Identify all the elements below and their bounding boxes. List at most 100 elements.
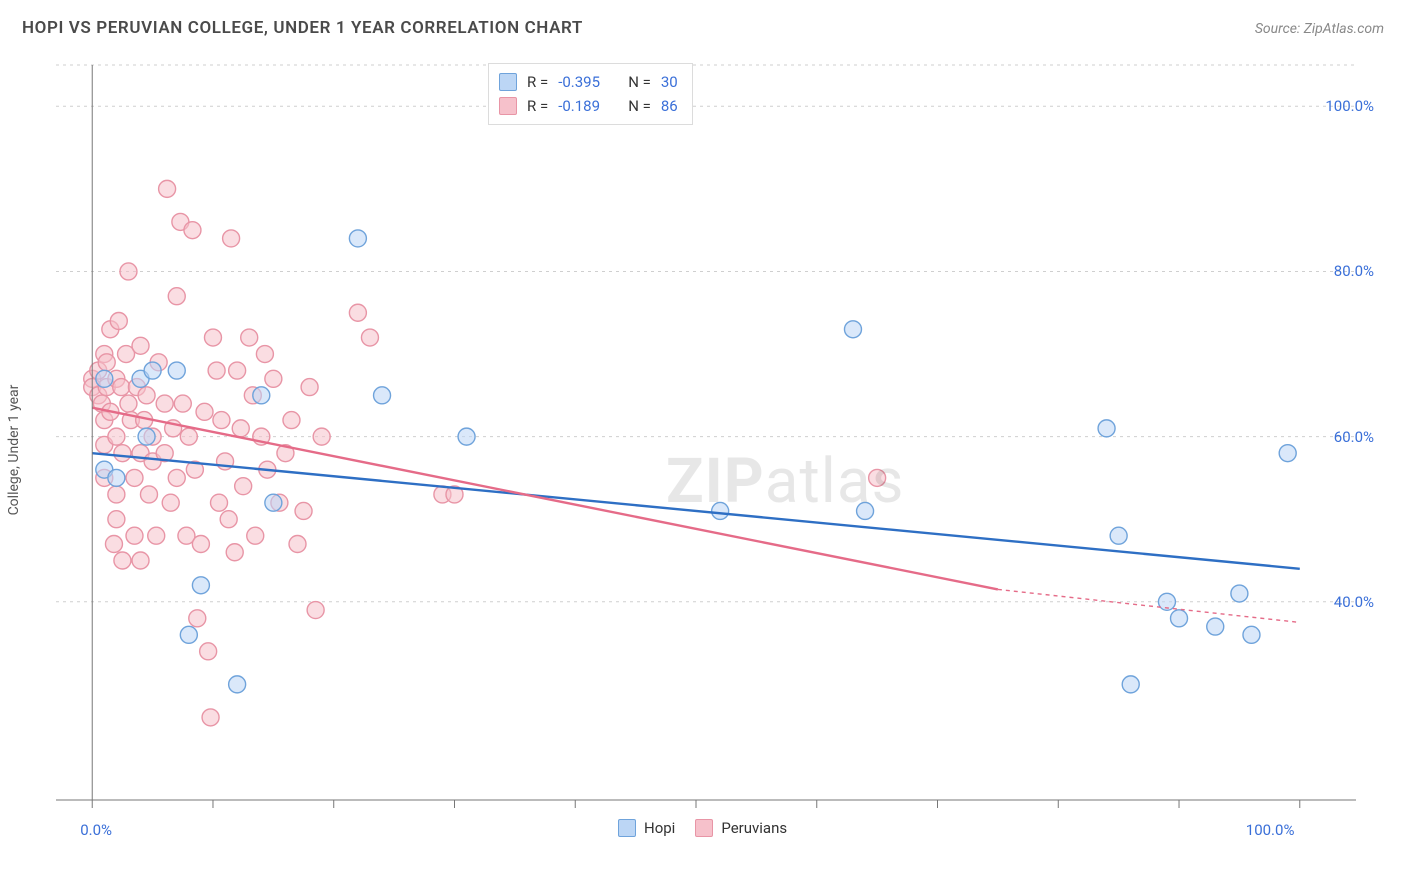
peru-point [211,494,228,511]
peru-point [120,263,137,280]
peru-point [200,643,217,660]
source-attribution: Source: ZipAtlas.com [1255,21,1384,37]
hopi-point [144,362,161,379]
peru-point [313,428,330,445]
peru-point [301,379,318,396]
hopi-point [1171,610,1188,627]
peru-trendline-extrap [998,589,1300,622]
peru-point [108,511,125,528]
legend-n-label: N = [628,70,651,94]
y-axis-label: College, Under 1 year [6,385,22,516]
peru-point [126,527,143,544]
peru-point [349,304,366,321]
hopi-point [253,387,270,404]
hopi-point [712,502,729,519]
legend-r-label: R = [527,94,548,118]
legend-swatch [618,819,636,837]
source-name: ZipAtlas.com [1304,21,1384,37]
chart-title: HOPI VS PERUVIAN COLLEGE, UNDER 1 YEAR C… [22,18,583,38]
hopi-point [1122,676,1139,693]
peru-point [202,709,219,726]
peru-point [132,337,149,354]
y-tick-label: 80.0% [1334,262,1374,280]
peru-point [361,329,378,346]
peru-point [113,379,130,396]
peru-point [241,329,258,346]
peru-point [283,412,300,429]
peru-point [223,230,240,247]
hopi-point [168,362,185,379]
peru-point [105,535,122,552]
peru-point [232,420,249,437]
peru-point [180,428,197,445]
peru-trendline [92,408,998,590]
legend-swatch [499,97,517,115]
peru-point [114,552,131,569]
hopi-point [1243,626,1260,643]
peru-point [132,552,149,569]
peru-point [168,288,185,305]
hopi-point [458,428,475,445]
series-legend-item: Hopi [618,819,675,837]
peru-point [168,469,185,486]
peru-point [196,403,213,420]
y-tick-label: 100.0% [1325,97,1374,115]
peru-point [220,511,237,528]
peru-point [114,445,131,462]
peru-point [174,395,191,412]
peru-point [192,535,209,552]
x-tick-label: 100.0% [1246,821,1295,839]
legend-row: R =-0.395N =30 [499,70,678,94]
peru-point [265,370,282,387]
points-group [84,180,1296,726]
peru-point [256,346,273,363]
legend-n-value: 86 [661,94,678,118]
hopi-point [1207,618,1224,635]
hopi-point [1110,527,1127,544]
hopi-point [108,469,125,486]
peru-point [184,222,201,239]
peru-point [138,387,155,404]
legend-swatch [499,73,517,91]
peru-point [156,395,173,412]
series-legend-item: Peruvians [695,819,787,837]
peru-point [229,362,246,379]
hopi-point [844,321,861,338]
trendlines-group [92,408,1300,623]
hopi-point [349,230,366,247]
legend-n-value: 30 [661,70,678,94]
legend-row: R =-0.189N =86 [499,94,678,118]
hopi-point [138,428,155,445]
series-legend-label: Peruvians [721,819,787,837]
legend-r-value: -0.395 [558,70,618,94]
y-tick-label: 60.0% [1334,428,1374,446]
scatter-plot [56,55,1376,845]
hopi-point [229,676,246,693]
peru-point [140,486,157,503]
peru-point [148,527,165,544]
peru-point [235,478,252,495]
hopi-point [374,387,391,404]
correlation-legend: R =-0.395N =30R =-0.189N =86 [488,63,693,125]
y-tick-label: 40.0% [1334,593,1374,611]
peru-point [108,428,125,445]
axis-group [56,65,1356,808]
peru-point [110,313,127,330]
peru-point [159,180,176,197]
peru-point [204,329,221,346]
peru-point [307,602,324,619]
hopi-point [857,502,874,519]
chart-container: College, Under 1 year 40.0%60.0%80.0%100… [48,55,1384,845]
peru-point [120,395,137,412]
peru-point [108,486,125,503]
peru-point [208,362,225,379]
hopi-point [1279,445,1296,462]
series-legend-label: Hopi [644,819,675,837]
legend-n-label: N = [628,94,651,118]
peru-point [126,469,143,486]
hopi-point [1098,420,1115,437]
peru-point [98,354,115,371]
peru-point [162,494,179,511]
peru-point [869,469,886,486]
peru-point [295,502,312,519]
